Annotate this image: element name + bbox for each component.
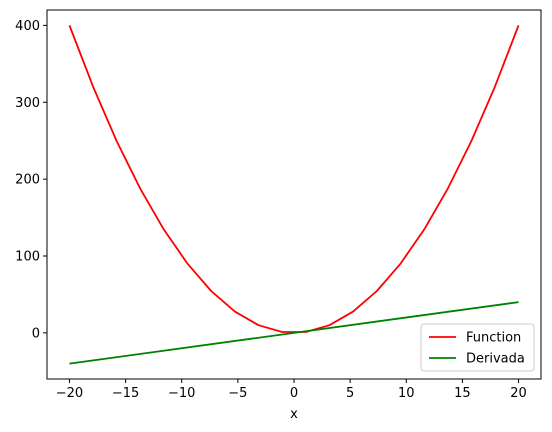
x-tick-label: −20 — [56, 386, 83, 401]
x-axis-ticks: −20 −15 −10 −5 0 5 10 15 20 — [56, 379, 527, 401]
legend-box — [420, 323, 535, 372]
x-tick-label: 15 — [454, 386, 471, 401]
y-tick-label: 0 — [32, 326, 40, 341]
series-layer — [68, 25, 520, 365]
y-tick-label: 400 — [15, 19, 40, 34]
legend-label-derivada: Derivada — [466, 352, 525, 367]
x-tick-label: 0 — [290, 386, 298, 401]
plot-background — [47, 10, 541, 379]
x-tick-label: 5 — [346, 386, 354, 401]
y-axis-ticks: 0 100 200 300 400 — [15, 19, 47, 341]
legend-label-function: Function — [466, 331, 521, 346]
series-line-derivada — [69, 301, 519, 365]
x-tick-label: −10 — [168, 386, 195, 401]
legend: Function Derivada — [420, 323, 535, 372]
y-tick-label: 100 — [15, 250, 40, 265]
x-axis-label: x — [290, 407, 298, 422]
x-tick-label: −5 — [228, 386, 247, 401]
y-tick-label: 200 — [15, 173, 40, 188]
y-tick-label: 300 — [15, 96, 40, 111]
x-tick-label: −15 — [112, 386, 139, 401]
x-tick-label: 20 — [510, 386, 527, 401]
x-tick-label: 10 — [398, 386, 415, 401]
